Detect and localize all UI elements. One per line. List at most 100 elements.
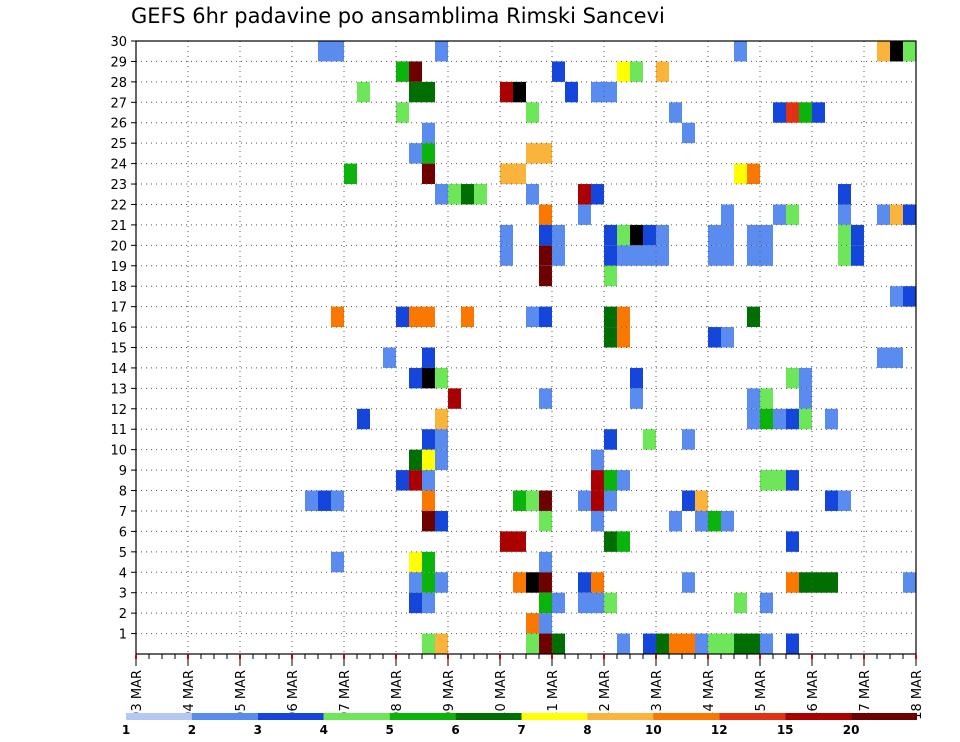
- heatmap-cell: [643, 633, 656, 654]
- y-tick-label: 1: [119, 628, 127, 643]
- heatmap-cell: [604, 490, 617, 511]
- heatmap-cell: [578, 572, 591, 593]
- heatmap-cell: [708, 510, 721, 532]
- x-tick-label: 17 MAR: [858, 670, 873, 720]
- heatmap-cell: [604, 531, 617, 552]
- heatmap-cell: [747, 163, 760, 185]
- heatmap-cell: [409, 81, 422, 103]
- heatmap-cell: [708, 224, 721, 246]
- heatmap-cell: [682, 633, 695, 654]
- heatmap-cell: [760, 592, 773, 614]
- heatmap-cell: [552, 61, 565, 82]
- heatmap-cell: [552, 245, 565, 266]
- heatmap-cell: [344, 163, 357, 185]
- heatmap-cell: [422, 490, 435, 511]
- colorbar-swatch: [653, 713, 720, 720]
- heatmap-cell: [422, 122, 435, 144]
- heatmap-cell: [760, 224, 773, 246]
- heatmap-cell: [747, 408, 760, 430]
- heatmap-cell: [448, 184, 461, 205]
- heatmap-cell: [409, 306, 422, 328]
- colorbar-swatch: [389, 713, 456, 720]
- heatmap-cell: [760, 470, 773, 491]
- heatmap-cell: [422, 143, 435, 164]
- y-tick-label: 20: [110, 239, 127, 254]
- heatmap-cell: [331, 41, 344, 62]
- heatmap-cell: [695, 633, 708, 654]
- heatmap-cell: [409, 449, 422, 471]
- colorbar-swatch: [455, 713, 522, 720]
- heatmap-cell: [838, 490, 851, 511]
- heatmap-cell: [578, 592, 591, 614]
- heatmap-cell: [877, 41, 890, 62]
- heatmap-cell: [461, 306, 474, 328]
- heatmap-cell: [578, 204, 591, 225]
- heatmap-cell: [578, 184, 591, 205]
- heatmap-cell: [903, 286, 916, 307]
- heatmap-cell: [539, 143, 552, 164]
- heatmap-cell: [422, 633, 435, 654]
- colorbar-label: 6: [451, 723, 459, 737]
- heatmap-cell: [526, 143, 539, 164]
- heatmap-cell: [851, 245, 864, 266]
- heatmap-cell: [422, 81, 435, 103]
- y-tick-label: 16: [110, 321, 127, 336]
- heatmap-cell: [656, 245, 669, 266]
- y-tick-label: 25: [110, 137, 127, 152]
- colorbar-swatch: [257, 713, 324, 720]
- heatmap-cell: [526, 490, 539, 511]
- heatmap-cell: [695, 490, 708, 511]
- y-tick-label: 2: [119, 607, 127, 622]
- heatmap-cell: [591, 592, 604, 614]
- heatmap-cell: [799, 408, 812, 430]
- heatmap-cell: [825, 490, 838, 511]
- heatmap-cell: [734, 41, 747, 62]
- heatmap-cell: [721, 510, 734, 532]
- heatmap-cell: [539, 551, 552, 573]
- heatmap-cell: [604, 245, 617, 266]
- heatmap-cell: [851, 224, 864, 246]
- colorbar-swatch: [785, 713, 852, 720]
- heatmap-cell: [838, 245, 851, 266]
- heatmap-cell: [656, 61, 669, 82]
- heatmap-cell: [435, 408, 448, 430]
- heatmap-cell: [617, 245, 630, 266]
- heatmap-cell: [721, 224, 734, 246]
- y-tick-label: 27: [110, 96, 127, 111]
- heatmap-cell: [396, 306, 409, 328]
- heatmap-cell: [435, 429, 448, 450]
- heatmap-cell: [578, 490, 591, 511]
- x-tick-label: 03 MAR: [130, 670, 145, 720]
- y-tick-label: 13: [110, 382, 127, 397]
- heatmap-cell: [513, 490, 526, 511]
- heatmap-cell: [617, 633, 630, 654]
- heatmap-cell: [721, 245, 734, 266]
- heatmap-cell: [318, 41, 331, 62]
- x-tick-label: 16 MAR: [806, 670, 821, 720]
- y-tick-label: 4: [119, 566, 127, 581]
- heatmap-cell: [331, 551, 344, 573]
- heatmap-cell: [695, 510, 708, 532]
- heatmap-cell: [617, 224, 630, 246]
- heatmap-cell: [903, 572, 916, 593]
- heatmap-cell: [539, 204, 552, 225]
- heatmap-cell: [682, 490, 695, 511]
- colorbar-label: 4: [320, 723, 328, 737]
- heatmap-cell: [747, 224, 760, 246]
- heatmap-cell: [903, 204, 916, 225]
- colorbar-label: 15: [777, 723, 794, 737]
- heatmap-cell: [526, 306, 539, 328]
- heatmap-cell: [500, 245, 513, 266]
- heatmap-cell: [877, 347, 890, 368]
- x-tick-label: 18 MAR: [910, 670, 925, 720]
- y-tick-label: 9: [119, 464, 127, 479]
- heatmap-cell: [396, 102, 409, 123]
- heatmap-cell: [409, 367, 422, 389]
- x-tick-label: 08 MAR: [390, 670, 405, 720]
- colorbar-label: 1: [122, 723, 130, 737]
- heatmap-cell: [786, 204, 799, 225]
- heatmap-cell: [539, 265, 552, 287]
- y-tick-label: 29: [110, 55, 127, 70]
- x-tick-label: 05 MAR: [234, 670, 249, 720]
